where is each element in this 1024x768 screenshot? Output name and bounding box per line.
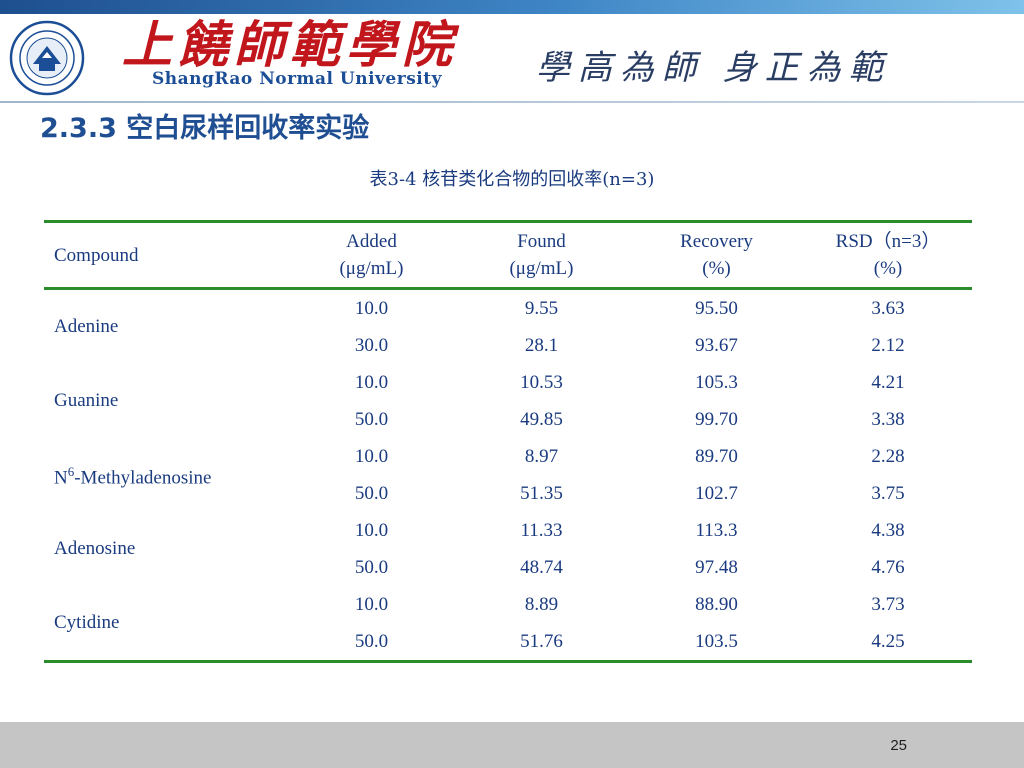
cell-recovery: 97.48	[695, 556, 738, 578]
header-rsd: RSD（n=3） (%)	[835, 231, 941, 279]
school-motto: 學高為師 身正為範	[536, 48, 891, 88]
cell-found: 49.85	[520, 408, 563, 430]
table-row: Adenosine 10.0 11.33 113.3 4.38	[44, 512, 972, 559]
table-row: Guanine 10.0 10.53 105.3 4.21	[44, 364, 972, 411]
table-caption: 表3-4 核苷类化合物的回收率(n=3)	[369, 169, 655, 190]
slide-footer: 25	[0, 722, 1024, 768]
compound-cytidine: Cytidine	[54, 612, 120, 633]
cell-found: 11.33	[520, 519, 563, 541]
university-banner	[0, 14, 1024, 102]
cell-recovery: 103.5	[695, 630, 738, 652]
cell-recovery: 105.3	[695, 371, 738, 393]
top-accent-bar	[0, 0, 1024, 14]
table-row: 50.0 51.76 103.5 4.25	[44, 623, 972, 662]
cell-added: 10.0	[354, 519, 389, 541]
cell-found: 8.97	[524, 445, 559, 467]
header-recovery: Recovery (%)	[680, 231, 753, 279]
cell-rsd: 2.28	[871, 445, 905, 467]
cell-recovery: 99.70	[695, 408, 738, 430]
cell-added: 10.0	[354, 371, 389, 393]
cell-found: 48.74	[520, 556, 563, 578]
cell-added: 10.0	[354, 445, 389, 467]
table-row: 50.0 51.35 102.7 3.75	[44, 475, 972, 512]
cell-added: 30.0	[354, 334, 389, 356]
cell-added: 10.0	[354, 297, 389, 319]
cell-found: 9.55	[524, 297, 559, 319]
cell-found: 51.76	[520, 630, 563, 652]
compound-guanine: Guanine	[54, 390, 119, 411]
compound-n6-methyladenosine: N6-Methyladenosine	[54, 463, 212, 489]
cell-rsd: 4.25	[871, 630, 905, 652]
cell-recovery: 88.90	[695, 593, 738, 615]
cell-found: 8.89	[524, 593, 559, 615]
table-row: N6-Methyladenosine 10.0 8.97 89.70 2.28	[44, 438, 972, 488]
school-name-cn: 上饒師範學院	[122, 15, 458, 74]
table-row: 50.0 49.85 99.70 3.38	[44, 401, 972, 438]
cell-rsd: 4.21	[871, 371, 905, 393]
compound-adenine: Adenine	[54, 316, 119, 337]
compound-adenosine: Adenosine	[54, 538, 136, 559]
cell-added: 50.0	[354, 630, 389, 652]
recovery-table: Compound Added (μg/mL) Found (μg/mL) Recov…	[44, 220, 972, 663]
header-found: Found (μg/mL)	[509, 231, 574, 279]
page-number: 25	[890, 737, 907, 754]
header-added: Added (μg/mL)	[339, 231, 404, 279]
cell-rsd: 2.12	[871, 334, 905, 356]
cell-added: 10.0	[354, 593, 389, 615]
cell-recovery: 89.70	[695, 445, 738, 467]
table-row: Adenine 10.0 9.55 95.50 3.63	[44, 289, 972, 336]
table-header-row: Compound Added (μg/mL) Found (μg/mL) Recov…	[44, 221, 972, 289]
cell-rsd: 4.76	[871, 556, 905, 578]
table-row: 30.0 28.1 93.67 2.12	[44, 327, 972, 364]
table-row: Cytidine 10.0 8.89 88.90 3.73	[44, 586, 972, 632]
cell-found: 10.53	[520, 371, 563, 393]
cell-recovery: 93.67	[695, 334, 738, 356]
cell-found: 28.1	[524, 334, 559, 356]
cell-added: 50.0	[354, 556, 389, 578]
cell-added: 50.0	[354, 408, 389, 430]
slide-title: 2.3.3 空白尿样回收率实验	[40, 113, 370, 144]
table-row: 50.0 48.74 97.48 4.76	[44, 549, 972, 586]
cell-recovery: 113.3	[695, 519, 738, 541]
cell-rsd: 3.38	[871, 408, 905, 430]
cell-added: 50.0	[354, 482, 389, 504]
cell-rsd: 3.63	[871, 297, 905, 319]
university-emblem-icon	[9, 20, 85, 96]
header-compound: Compound	[54, 244, 139, 266]
school-name-en: ShangRao Normal University	[152, 69, 442, 89]
cell-recovery: 95.50	[695, 297, 738, 319]
cell-rsd: 3.73	[871, 593, 905, 615]
cell-rsd: 4.38	[871, 519, 905, 541]
cell-rsd: 3.75	[871, 482, 905, 504]
cell-found: 51.35	[520, 482, 563, 504]
banner-divider	[0, 101, 1024, 103]
cell-recovery: 102.7	[695, 482, 738, 504]
